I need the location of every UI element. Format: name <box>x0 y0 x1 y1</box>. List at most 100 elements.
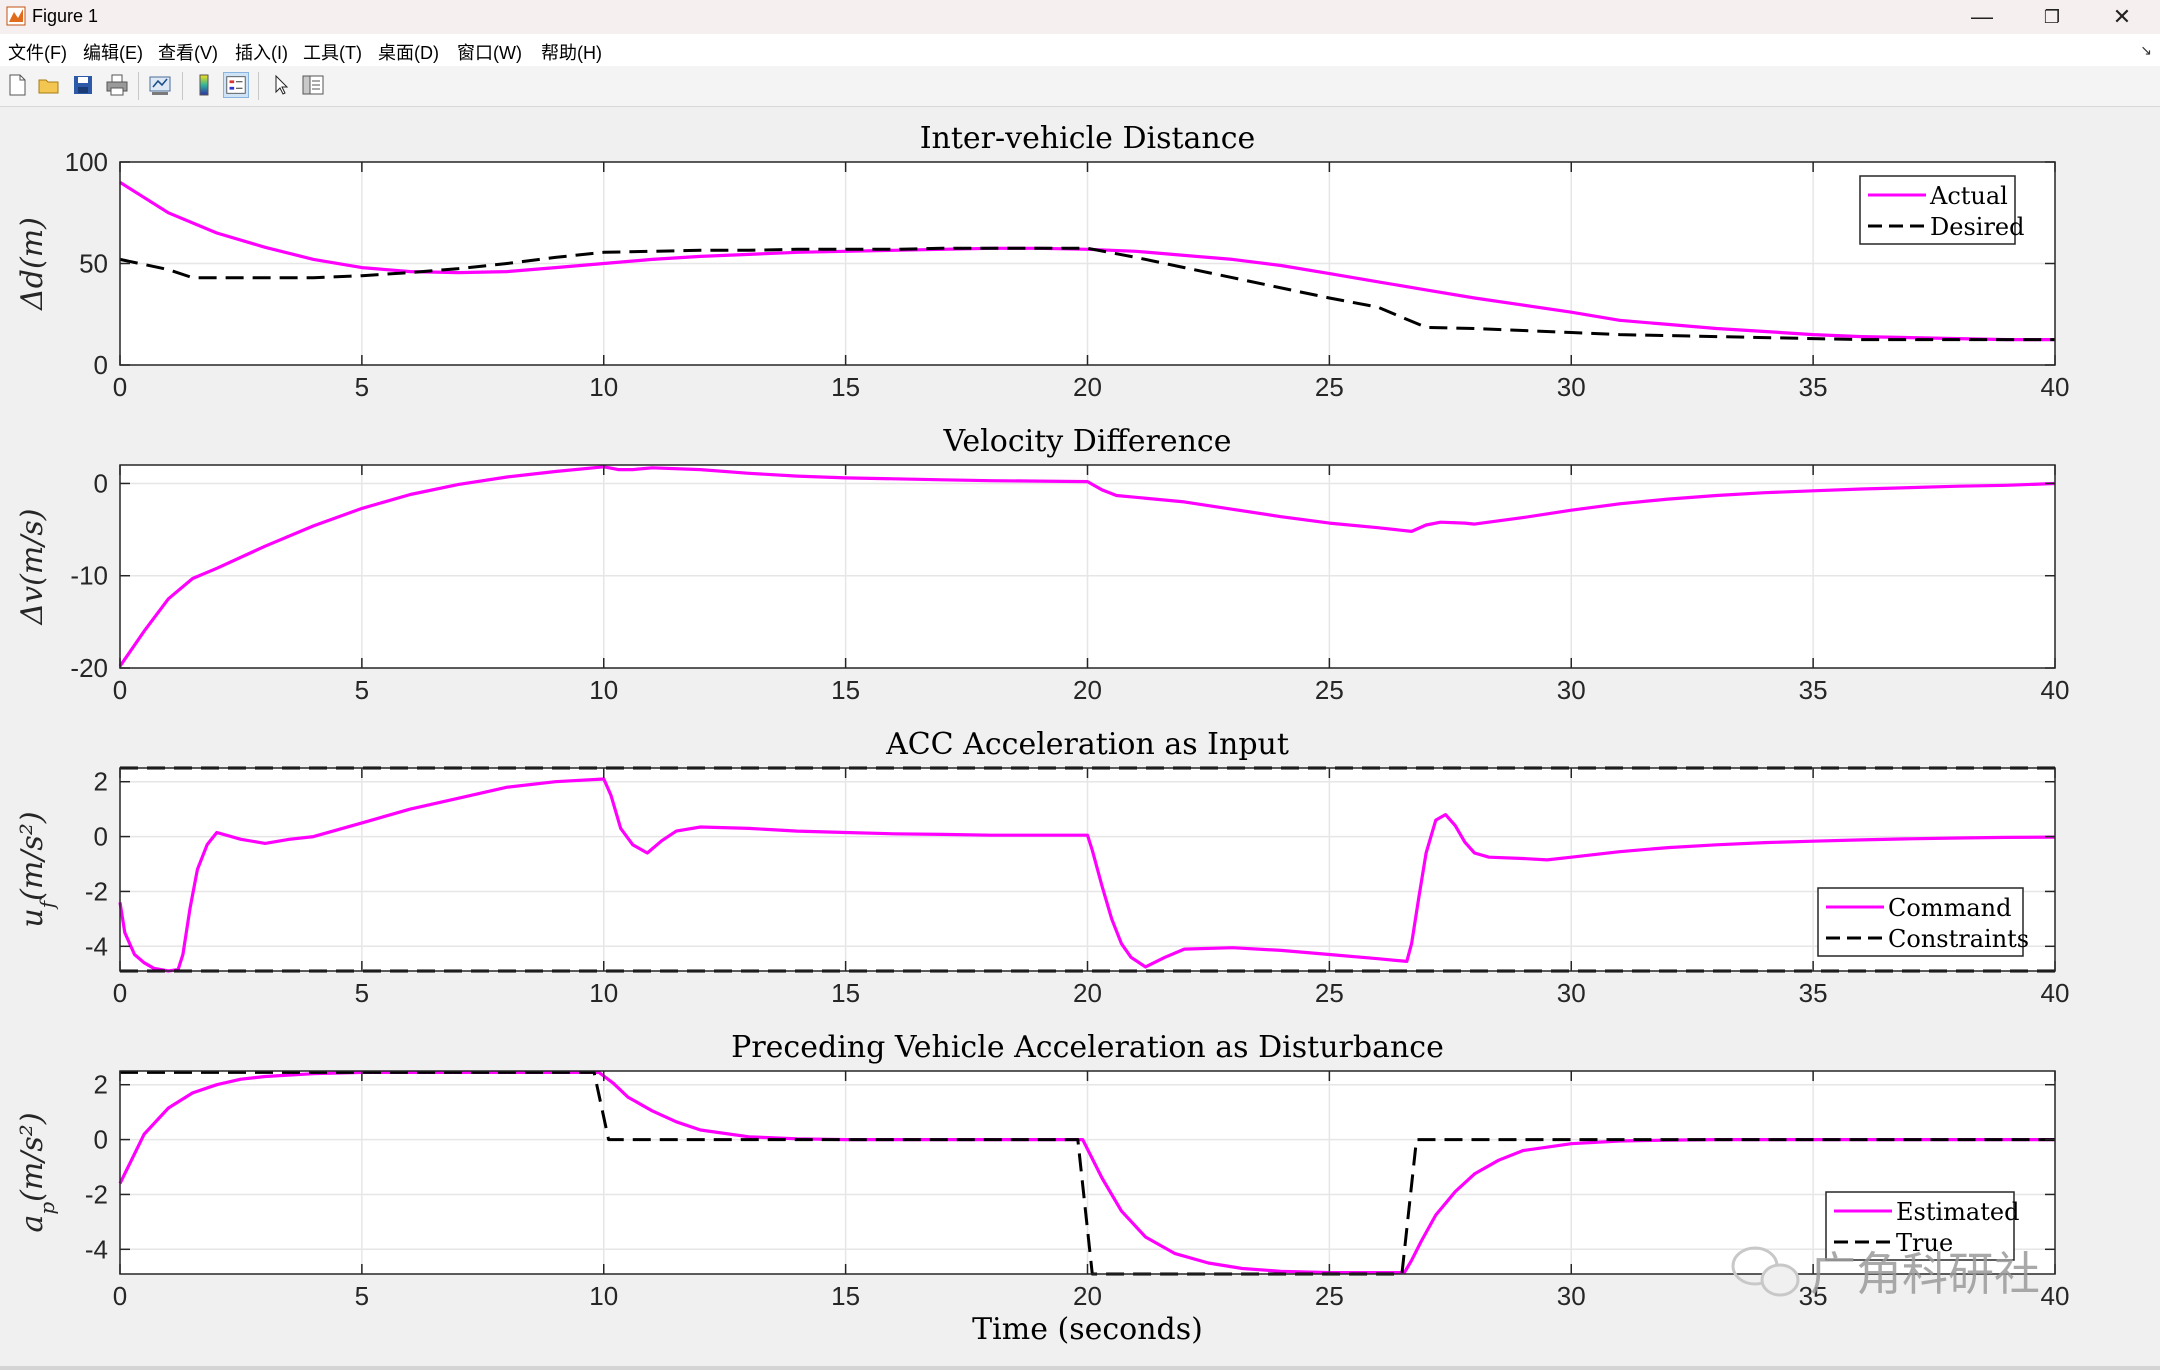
x-tick-label: 0 <box>113 675 127 705</box>
legend-box <box>1825 1191 2015 1261</box>
legend-box <box>1859 175 2016 245</box>
edit-plot-arrow-icon[interactable] <box>268 72 294 98</box>
y-tick-label: -4 <box>85 1234 108 1264</box>
watermark-text: 广角科研社 <box>1810 1247 2040 1301</box>
y-tick-label: -4 <box>85 931 108 961</box>
y-axis-label: Δd(m) <box>15 217 50 311</box>
y-tick-label: 50 <box>79 249 108 279</box>
y-tick-label: 2 <box>94 1070 108 1100</box>
legend-icon[interactable] <box>223 72 249 98</box>
window-bottom-border <box>0 1366 2160 1370</box>
x-tick-label: 30 <box>1557 372 1586 402</box>
series-line-true <box>120 1070 2055 1276</box>
menu-file[interactable]: 文件(F) <box>8 43 67 63</box>
x-tick-label: 10 <box>589 372 618 402</box>
x-tick-label: 5 <box>355 675 369 705</box>
legend-entry: True <box>1896 1229 1953 1257</box>
chart-title: Velocity Difference <box>943 424 1232 459</box>
link-plot-icon[interactable] <box>147 72 173 98</box>
legend[interactable]: Actual Desired <box>1859 175 2024 245</box>
y-axis-label: ap(m/s²) <box>15 1112 59 1232</box>
x-tick-label: 30 <box>1557 675 1586 705</box>
x-tick-label: 35 <box>1799 1281 1828 1311</box>
dock-arrow-icon[interactable]: ↘ <box>2140 42 2152 58</box>
series-line-desired <box>119 246 2055 342</box>
menu-insert[interactable]: 插入(I) <box>235 43 288 63</box>
x-tick-label: 15 <box>831 675 860 705</box>
x-tick-label: 40 <box>2041 1281 2070 1311</box>
watermark: 广角科研社 <box>1731 1246 2040 1301</box>
chart-title: Inter-vehicle Distance <box>920 121 1256 156</box>
x-tick-label: 20 <box>1073 675 1102 705</box>
chart-panel: 0 5 10 15 20 25 30 35 40 0 50 100 Inter-vehicle Dist… <box>15 121 2069 402</box>
close-button[interactable]: ✕ <box>2112 4 2132 29</box>
x-tick-label: 35 <box>1799 372 1828 402</box>
x-tick-label: 10 <box>589 978 618 1008</box>
x-tick-label: 35 <box>1799 675 1828 705</box>
x-tick-label: 25 <box>1315 372 1344 402</box>
chart-title: ACC Acceleration as Input <box>885 727 1289 762</box>
y-tick-label: 0 <box>94 822 108 852</box>
y-axis-label: uf(m/s²) <box>15 811 59 927</box>
restore-button[interactable]: ❐ <box>2043 6 2061 27</box>
x-tick-label: 20 <box>1073 978 1102 1008</box>
y-axis-label: Δv(m/s) <box>15 509 50 626</box>
x-tick-label: 5 <box>355 978 369 1008</box>
legend[interactable]: Command Constraints <box>1817 887 2029 957</box>
x-tick-label: 35 <box>1799 978 1828 1008</box>
menu-bar: 文件(F) 编辑(E) 查看(V) 插入(I) 工具(T) 桌面(D) 窗口(W… <box>0 34 2160 66</box>
save-icon[interactable] <box>70 72 96 98</box>
x-tick-label: 5 <box>355 372 369 402</box>
y-tick-label: 0 <box>94 468 108 498</box>
open-file-icon[interactable] <box>36 72 62 98</box>
menu-help[interactable]: 帮助(H) <box>541 43 602 63</box>
x-tick-label: 15 <box>831 372 860 402</box>
chart-panel: 0 5 10 15 20 25 30 35 40 -4 -2 0 2 ACC Acceleration a… <box>15 727 2069 1008</box>
series-line-command <box>118 777 2056 973</box>
x-tick-label: 25 <box>1315 675 1344 705</box>
legend-entry: Constraints <box>1888 925 2029 953</box>
x-tick-label: 0 <box>113 978 127 1008</box>
print-icon[interactable] <box>104 72 130 98</box>
y-tick-label: 0 <box>94 1125 108 1155</box>
legend-entry: Desired <box>1930 213 2024 241</box>
y-tick-label: -2 <box>85 876 108 906</box>
x-tick-label: 15 <box>831 978 860 1008</box>
x-tick-label: 40 <box>2041 675 2070 705</box>
y-tick-label: 100 <box>65 147 108 177</box>
x-tick-label: 0 <box>113 1281 127 1311</box>
series-line-actual <box>119 180 2055 342</box>
menu-view[interactable]: 查看(V) <box>158 43 218 63</box>
x-tick-label: 20 <box>1073 1281 1102 1311</box>
legend-box <box>1817 887 2024 957</box>
new-figure-icon[interactable] <box>4 72 30 98</box>
legend-entry: Estimated <box>1896 1198 2019 1226</box>
wechat-logo-icon <box>1731 1246 1800 1297</box>
toolbar-separator <box>258 72 259 100</box>
toolbar-separator <box>182 72 183 100</box>
x-tick-label: 40 <box>2041 978 2070 1008</box>
x-tick-label: 5 <box>355 1281 369 1311</box>
x-tick-label: 0 <box>113 372 127 402</box>
minimize-button[interactable]: — <box>1971 4 1993 29</box>
series-line-actual <box>118 465 2056 668</box>
title-bar: Figure 1 — ❐ ✕ <box>0 0 2160 34</box>
x-tick-label: 30 <box>1557 1281 1586 1311</box>
legend[interactable]: Estimated True <box>1825 1191 2019 1261</box>
y-tick-label: -2 <box>85 1179 108 1209</box>
x-tick-label: 40 <box>2041 372 2070 402</box>
toolbar-separator <box>138 72 139 100</box>
menu-tools[interactable]: 工具(T) <box>303 43 362 63</box>
window-title: Figure 1 <box>32 6 99 26</box>
colorbar-icon[interactable] <box>191 72 217 98</box>
menu-edit[interactable]: 编辑(E) <box>83 43 143 63</box>
menu-desktop[interactable]: 桌面(D) <box>378 43 439 63</box>
x-tick-label: 20 <box>1073 372 1102 402</box>
menu-window[interactable]: 窗口(W) <box>457 43 522 63</box>
property-inspector-icon[interactable] <box>300 72 326 98</box>
matlab-icon <box>6 6 26 26</box>
legend-entry: Command <box>1888 894 2011 922</box>
legend-entry: Actual <box>1929 182 2008 210</box>
x-tick-label: 25 <box>1315 978 1344 1008</box>
